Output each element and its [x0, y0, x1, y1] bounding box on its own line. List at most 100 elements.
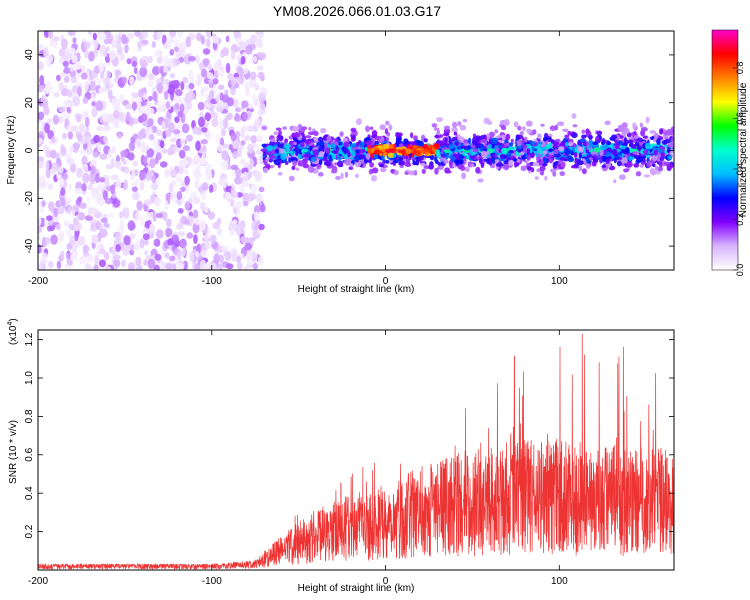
heatmap-cell — [176, 262, 185, 270]
heatmap-cell — [99, 153, 108, 160]
heatmap-cell — [245, 44, 253, 55]
heatmap-cell — [200, 157, 208, 166]
heatmap-cell — [216, 144, 224, 152]
heatmap-cell — [513, 121, 519, 128]
heatmap-cell — [444, 137, 448, 143]
heatmap-cell — [451, 127, 459, 133]
heatmap-cell — [564, 148, 572, 155]
heatmap-cell — [519, 131, 524, 136]
heatmap-cell — [81, 182, 87, 192]
heatmap-cell — [111, 145, 116, 154]
heatmap-cell — [185, 134, 194, 142]
heatmap-cell — [531, 141, 535, 146]
heatmap-cell — [421, 168, 426, 175]
heatmap-cell — [39, 74, 45, 86]
snr-x-tick-label: 100 — [551, 576, 568, 587]
heatmap-cell — [88, 40, 95, 47]
heatmap-cell — [418, 142, 424, 147]
heatmap-cell — [82, 172, 90, 184]
heatmap-cell — [496, 135, 503, 139]
heatmap-cell — [184, 92, 193, 104]
heatmap-cell — [221, 245, 228, 253]
heatmap-cell — [74, 231, 79, 242]
heatmap-cell — [67, 123, 72, 133]
heatmap-cell — [540, 143, 546, 148]
heatmap-cell — [633, 144, 637, 150]
heatmap-cell — [409, 132, 414, 139]
heatmap-cell — [292, 160, 298, 167]
heatmap-cell — [429, 155, 435, 161]
heatmap-cell — [156, 82, 164, 94]
heatmap-cell — [218, 254, 224, 263]
heatmap-cell — [84, 80, 89, 91]
heatmap-cell — [169, 191, 178, 203]
heatmap-cell — [423, 138, 428, 143]
heatmap-cell — [184, 200, 191, 210]
heatmap-cell — [400, 148, 406, 155]
heatmap-cell — [201, 68, 208, 78]
heatmap-cell — [623, 139, 630, 145]
heatmap-cell — [268, 158, 273, 163]
heatmap-cell — [183, 168, 189, 175]
heatmap-cell — [347, 151, 351, 158]
heatmap-cell — [203, 86, 210, 92]
heatmap-cell — [221, 47, 230, 57]
heatmap-cell — [520, 165, 527, 172]
heatmap-cell — [571, 147, 576, 152]
heatmap-cell — [206, 72, 214, 79]
heatmap-cell — [177, 231, 186, 237]
heatmap-cell — [75, 131, 83, 139]
heatmap-cell — [85, 255, 91, 263]
heatmap-cell — [258, 186, 265, 193]
heatmap-cell — [636, 145, 642, 151]
snr-y-tick-label: 0.4 — [24, 486, 35, 500]
heatmap-cell — [200, 138, 208, 145]
heatmap-cell — [149, 158, 156, 169]
heatmap-cell — [256, 193, 263, 204]
heatmap-cell — [602, 149, 607, 156]
heatmap-cell — [252, 252, 258, 261]
heatmap-cell — [617, 126, 625, 133]
heatmap-cell — [194, 180, 200, 190]
heatmap-cell — [239, 220, 246, 230]
heatmap-cell — [90, 165, 96, 175]
heatmap-cell — [162, 211, 168, 221]
heatmap-cell — [219, 92, 224, 101]
heatmap-cell — [292, 141, 297, 146]
heatmap-cell — [142, 233, 150, 241]
heatmap-cell — [227, 72, 234, 81]
heatmap-cell — [604, 120, 611, 126]
heatmap-cell — [73, 224, 81, 232]
heatmap-cell — [192, 222, 200, 234]
heatmap-cell — [657, 166, 664, 172]
heatmap-cell — [66, 242, 73, 251]
heatmap-cell — [270, 138, 276, 143]
heatmap-cell — [277, 171, 283, 176]
heatmap-cell — [258, 223, 265, 231]
heatmap-cell — [318, 141, 325, 146]
heatmap-cell — [201, 182, 209, 191]
heatmap-cell — [344, 171, 349, 178]
heatmap-cell — [41, 98, 49, 109]
heatmap-cell — [91, 101, 96, 107]
heatmap-cell — [556, 121, 564, 127]
heatmap-cell — [316, 164, 322, 170]
heatmap-cell — [145, 212, 151, 221]
heatmap-cell — [153, 196, 161, 207]
spectrogram-x-tick-label: 100 — [551, 276, 568, 287]
heatmap-cell — [238, 40, 246, 50]
heatmap-cell — [652, 163, 656, 168]
heatmap-cell — [100, 71, 105, 80]
heatmap-cell — [129, 76, 135, 86]
heatmap-cell — [142, 93, 148, 101]
heatmap-cell — [167, 84, 176, 95]
heatmap-cell — [292, 125, 299, 132]
heatmap-cell — [63, 220, 70, 227]
heatmap-cell — [107, 148, 112, 160]
heatmap-cell — [250, 183, 258, 194]
heatmap-cell — [413, 135, 418, 141]
heatmap-cell — [79, 149, 87, 156]
heatmap-cell — [228, 144, 233, 151]
heatmap-cell — [412, 145, 418, 150]
heatmap-cell — [182, 77, 189, 84]
